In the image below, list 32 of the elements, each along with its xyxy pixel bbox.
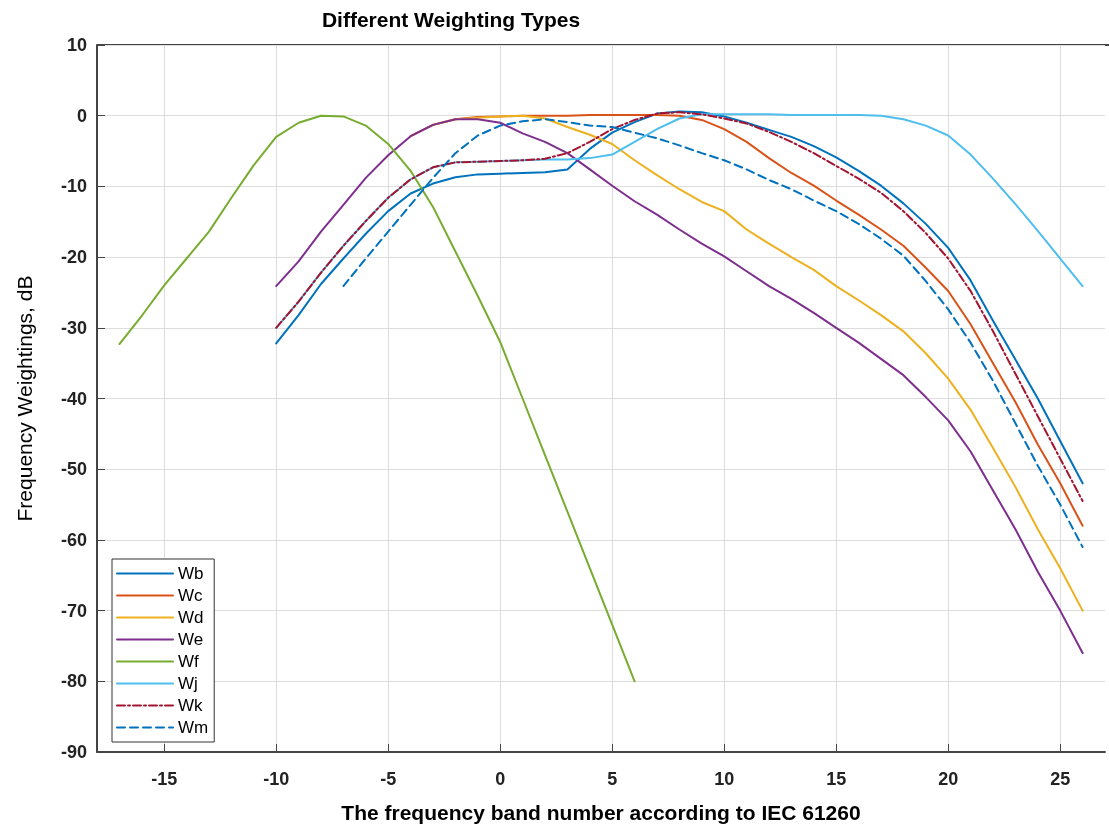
y-axis-title: Frequency Weightings, dB <box>13 275 36 522</box>
x-tick-label: -15 <box>151 769 178 789</box>
y-tick-label: -90 <box>60 742 87 762</box>
y-tick-label: -50 <box>60 459 87 480</box>
legend-label: Wc <box>178 586 204 605</box>
x-tick-label: -5 <box>380 769 397 789</box>
y-tick-label: -30 <box>60 317 87 338</box>
x-tick-label: 10 <box>714 769 735 789</box>
x-tick-label: 25 <box>1050 769 1071 789</box>
legend-label: Wf <box>178 652 200 671</box>
y-tick-label: 10 <box>66 35 87 55</box>
y-tick-label: -70 <box>60 600 87 621</box>
x-tick-label: 0 <box>495 769 506 789</box>
chart-title: Different Weighting Types <box>321 8 581 31</box>
x-axis-title: The frequency band number according to IEC 61260 <box>341 801 861 824</box>
y-tick-label: -40 <box>60 388 87 409</box>
legend-label: Wk <box>178 696 204 715</box>
x-tick-label: -10 <box>263 769 290 789</box>
legend-label: Wb <box>178 564 204 583</box>
y-tick-label: -60 <box>60 529 87 550</box>
y-tick-label: -80 <box>60 671 87 692</box>
x-tick-label: 20 <box>938 769 959 789</box>
y-tick-label: -20 <box>60 247 87 268</box>
line-series <box>275 118 1084 655</box>
x-tick-label: 15 <box>826 769 847 789</box>
legend-label: Wm <box>178 718 209 737</box>
legend-label: We <box>178 630 204 649</box>
y-tick-label: -10 <box>60 176 87 197</box>
legend-label: Wd <box>178 608 204 627</box>
y-tick-label: 0 <box>76 105 87 126</box>
legend-label: Wj <box>178 674 198 693</box>
x-tick-label: 5 <box>607 769 618 789</box>
